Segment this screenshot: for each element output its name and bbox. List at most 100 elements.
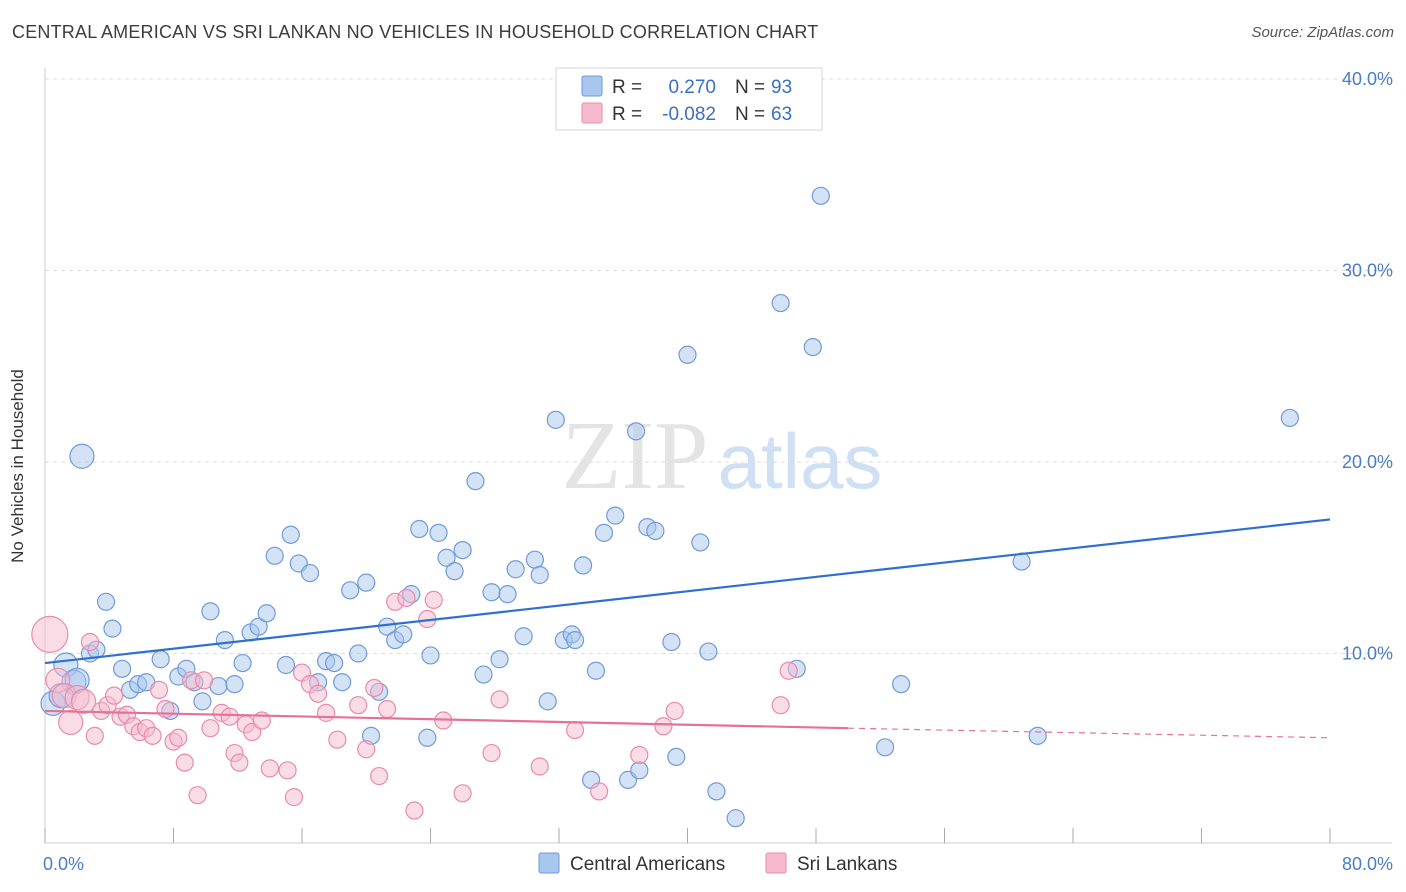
data-point xyxy=(300,563,320,583)
data-point xyxy=(193,692,212,711)
data-point xyxy=(31,615,69,653)
trend-line-sri-lankans-extension xyxy=(848,727,1331,739)
watermark-atlas: atlas xyxy=(718,417,883,505)
data-point xyxy=(357,573,376,592)
data-point xyxy=(70,688,97,714)
data-point xyxy=(149,680,169,699)
data-point xyxy=(333,673,352,692)
data-point xyxy=(565,720,585,740)
data-point xyxy=(316,703,336,722)
data-point xyxy=(445,562,464,581)
stats-swatch-pink xyxy=(581,102,603,124)
data-point xyxy=(453,784,472,803)
stats-box: R = 0.270 N = 93 R = -0.082 N = 63 xyxy=(555,67,823,131)
data-point xyxy=(726,809,745,828)
data-point xyxy=(249,617,268,636)
data-point xyxy=(892,675,911,694)
data-point xyxy=(429,523,448,542)
data-point xyxy=(707,782,726,801)
data-point xyxy=(278,761,297,780)
stats-r-value-1: 0.270 xyxy=(668,77,716,98)
data-point xyxy=(80,632,100,652)
legend-label-central-americans: Central Americans xyxy=(570,854,725,875)
x-tick-label: 0.0% xyxy=(43,854,84,874)
data-point xyxy=(349,696,368,715)
data-point xyxy=(349,644,368,663)
data-point xyxy=(646,521,665,541)
data-point xyxy=(260,759,279,778)
data-point xyxy=(405,801,424,820)
y-tick-labels: 10.0% 20.0% 30.0% 40.0% xyxy=(1342,69,1393,664)
data-point xyxy=(284,788,304,807)
data-point xyxy=(699,642,718,661)
data-point xyxy=(474,665,493,684)
data-point xyxy=(421,646,440,665)
stats-r-label-2: R = xyxy=(612,104,642,125)
data-point xyxy=(143,726,162,745)
stats-n-value-2: 63 xyxy=(771,104,792,125)
data-point xyxy=(69,443,95,469)
data-point xyxy=(630,745,649,765)
data-point xyxy=(594,523,614,542)
data-point xyxy=(482,743,501,763)
data-point xyxy=(771,293,790,313)
data-point xyxy=(606,506,625,525)
data-point xyxy=(418,728,437,747)
data-point xyxy=(357,740,376,759)
data-point xyxy=(230,753,249,772)
data-point xyxy=(530,757,549,776)
y-tick-label: 40.0% xyxy=(1342,69,1393,89)
data-point xyxy=(58,709,84,736)
data-point xyxy=(665,701,684,721)
data-point xyxy=(630,761,649,780)
data-point xyxy=(175,753,194,772)
trend-line-central-americans xyxy=(44,518,1331,665)
stats-swatch-blue xyxy=(581,75,603,97)
data-point xyxy=(546,410,565,429)
data-point xyxy=(96,592,116,611)
data-point xyxy=(573,556,593,575)
data-point xyxy=(308,684,328,703)
data-point xyxy=(341,581,360,600)
data-point xyxy=(771,696,790,715)
data-point xyxy=(678,345,697,364)
grid-lines xyxy=(45,78,1392,654)
data-point xyxy=(490,650,509,669)
data-point xyxy=(565,630,585,650)
legend-swatch-blue xyxy=(538,852,560,874)
data-point xyxy=(201,719,220,738)
legend: Central Americans Sri Lankans xyxy=(538,852,897,875)
data-point xyxy=(194,671,214,690)
data-point xyxy=(169,728,188,747)
data-point xyxy=(225,675,244,694)
x-tick-label: 80.0% xyxy=(1342,854,1393,874)
data-point xyxy=(85,726,104,745)
data-point xyxy=(586,661,606,680)
data-point xyxy=(811,186,830,205)
data-point xyxy=(482,583,501,602)
data-point xyxy=(112,659,132,678)
data-point xyxy=(156,699,175,719)
data-point xyxy=(410,519,429,539)
data-point xyxy=(394,625,413,644)
x-tick-labels: 0.0% 80.0% xyxy=(43,854,1393,874)
watermark-zip: ZIP xyxy=(562,402,709,510)
chart-title: CENTRAL AMERICAN VS SRI LANKAN NO VEHICL… xyxy=(12,22,819,42)
data-point xyxy=(365,678,384,698)
data-point xyxy=(265,546,284,565)
data-point xyxy=(1028,726,1047,745)
data-point xyxy=(498,585,517,604)
data-point xyxy=(654,717,673,736)
stats-n-label-1: N = xyxy=(735,77,765,98)
stats-n-label-2: N = xyxy=(735,104,765,125)
stats-r-label-1: R = xyxy=(612,77,642,98)
data-point xyxy=(626,422,646,441)
series-sri-lankans xyxy=(31,588,798,820)
data-point xyxy=(397,588,416,608)
data-point xyxy=(151,650,170,669)
data-point xyxy=(233,653,252,673)
data-point xyxy=(276,655,296,675)
chart-source: Source: ZipAtlas.com xyxy=(1251,24,1394,41)
data-point xyxy=(220,707,239,726)
